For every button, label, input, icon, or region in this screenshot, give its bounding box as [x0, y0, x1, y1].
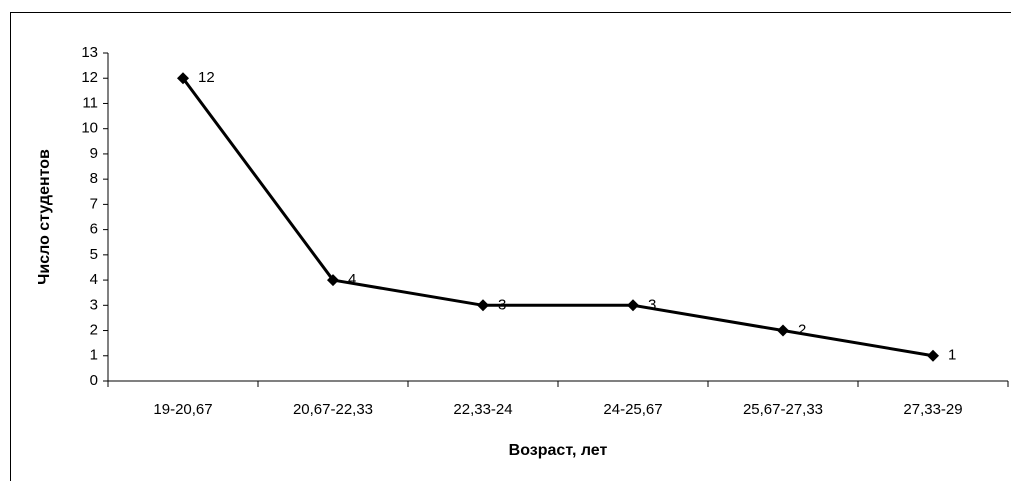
y-tick-label: 11 — [82, 94, 98, 111]
data-label: 12 — [198, 69, 215, 86]
x-tick-label: 25,67-27,33 — [743, 401, 823, 418]
y-tick-label: 7 — [90, 195, 98, 212]
y-tick-label: 9 — [90, 145, 98, 162]
data-label: 3 — [648, 296, 656, 313]
x-tick-label: 24-25,67 — [603, 401, 662, 418]
x-tick-label: 22,33-24 — [453, 401, 512, 418]
marker — [627, 299, 639, 312]
y-tick-label: 1 — [90, 347, 98, 364]
y-axis-title: Число студентов — [36, 149, 53, 285]
marker — [477, 299, 489, 312]
y-tick-label: 10 — [81, 120, 98, 137]
y-tick-label: 0 — [90, 372, 98, 389]
y-tick-label: 12 — [81, 69, 98, 86]
data-label: 1 — [948, 347, 956, 364]
y-tick-label: 8 — [90, 170, 98, 187]
chart-frame — [10, 12, 1011, 481]
data-label: 4 — [348, 271, 356, 288]
x-tick-label: 20,67-22,33 — [293, 401, 373, 418]
y-tick-label: 4 — [90, 271, 98, 288]
marker — [927, 349, 939, 362]
y-tick-label: 6 — [90, 221, 98, 238]
x-tick-label: 27,33-29 — [903, 401, 962, 418]
data-label: 2 — [798, 322, 806, 339]
x-tick-label: 19-20,67 — [153, 401, 212, 418]
marker — [777, 324, 789, 337]
marker — [327, 274, 339, 287]
y-tick-label: 2 — [90, 322, 98, 339]
y-tick-label: 5 — [90, 246, 98, 263]
x-axis-title: Возраст, лет — [509, 442, 608, 459]
marker — [177, 72, 189, 85]
y-tick-label: 13 — [81, 44, 98, 61]
data-label: 3 — [498, 296, 506, 313]
y-tick-label: 3 — [90, 296, 98, 313]
data-line — [181, 77, 934, 358]
